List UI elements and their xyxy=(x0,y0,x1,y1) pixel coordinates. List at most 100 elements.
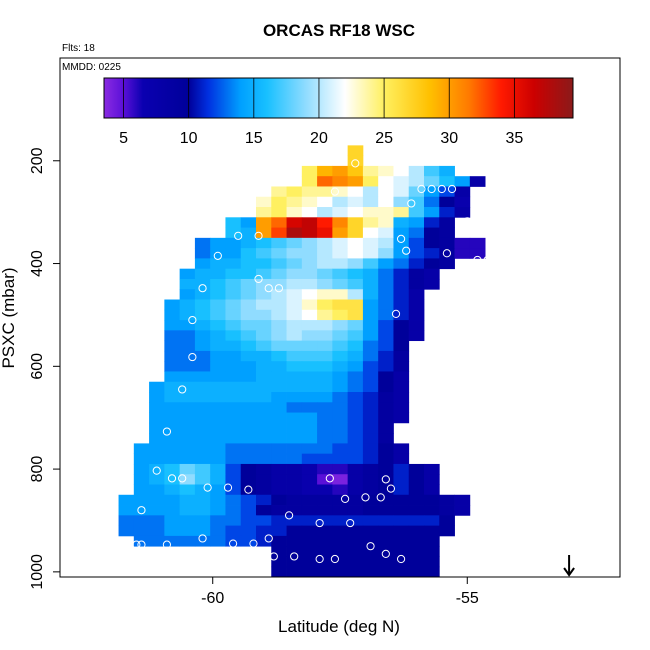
heatmap-cell xyxy=(194,463,211,475)
heatmap-cell xyxy=(301,176,318,187)
heatmap-cell xyxy=(210,515,226,527)
heatmap-cell xyxy=(210,392,226,403)
heatmap-cell xyxy=(362,494,379,506)
flight-point xyxy=(284,511,294,520)
heatmap-cell xyxy=(393,309,410,321)
heatmap-cell xyxy=(210,330,226,342)
heatmap-cell xyxy=(362,443,379,455)
heatmap-cell xyxy=(164,371,181,383)
heatmap-cell xyxy=(179,494,196,506)
heatmap-cell xyxy=(317,309,333,321)
heatmap-cell xyxy=(347,207,364,218)
heatmap-cell xyxy=(317,278,333,290)
heatmap-cell xyxy=(439,186,455,198)
heatmap-cell xyxy=(271,433,287,444)
flight-point xyxy=(381,549,390,558)
heatmap-cell xyxy=(240,268,257,280)
heatmap-cell xyxy=(225,422,242,434)
heatmap-cell xyxy=(210,248,226,259)
heatmap-cell xyxy=(194,484,211,496)
heatmap-cell xyxy=(271,320,287,331)
heatmap-cell xyxy=(347,515,364,527)
heatmap-cell xyxy=(194,289,211,300)
heatmap-cell xyxy=(225,463,242,475)
heatmap-cell xyxy=(317,350,333,362)
x-axis-label: Latitude (deg N) xyxy=(278,617,400,636)
heatmap-cell xyxy=(408,217,425,228)
heatmap-cell xyxy=(286,422,303,434)
flight-point xyxy=(152,466,161,475)
heatmap-cell xyxy=(393,546,410,557)
y-tick-label: 200 xyxy=(29,147,46,174)
heatmap-cell xyxy=(393,196,410,208)
heatmap-cell xyxy=(332,525,349,537)
heatmap-cell xyxy=(378,176,394,187)
heatmap-cell xyxy=(424,248,440,259)
flight-point xyxy=(290,552,299,561)
heatmap-cell xyxy=(347,525,364,537)
flight-point xyxy=(223,483,233,492)
heatmap-cell xyxy=(347,566,364,578)
heatmap-cell xyxy=(301,340,318,352)
heatmap-cell xyxy=(408,237,425,249)
flight-point xyxy=(198,284,207,293)
heatmap-cell xyxy=(225,268,242,280)
heatmap-cell xyxy=(240,433,257,444)
heatmap-cell xyxy=(225,330,242,342)
heatmap-cell xyxy=(240,422,257,434)
heatmap-cell xyxy=(393,566,410,578)
heatmap-cell xyxy=(225,443,242,455)
heatmap-cell xyxy=(133,453,150,465)
heatmap-cell xyxy=(240,237,257,249)
heatmap-cell xyxy=(362,535,379,547)
heatmap-cell xyxy=(378,227,394,239)
heatmap-cell xyxy=(378,350,394,362)
heatmap-cell xyxy=(271,515,287,527)
heatmap-cell xyxy=(225,494,242,506)
heatmap-cell xyxy=(378,330,394,342)
heatmap-cell xyxy=(118,494,135,506)
heatmap-cell xyxy=(393,453,410,465)
heatmap-cell xyxy=(286,227,303,239)
heatmap-cell xyxy=(179,268,196,280)
heatmap-cell xyxy=(286,309,303,321)
heatmap-cell xyxy=(408,309,425,321)
heatmap-cell xyxy=(286,505,303,516)
heatmap-cell xyxy=(194,535,211,547)
heatmap-cell xyxy=(225,299,242,311)
heatmap-cell xyxy=(408,474,425,485)
heatmap-cell xyxy=(225,392,242,403)
heatmap-cell xyxy=(149,484,165,496)
heatmap-cell xyxy=(347,320,364,331)
heatmap-cell xyxy=(301,535,318,547)
heatmap-cell xyxy=(317,186,333,198)
heatmap-cell xyxy=(179,422,196,434)
heatmap-cell xyxy=(424,165,440,177)
heatmap-cell xyxy=(317,340,333,352)
heatmap-cell xyxy=(286,474,303,485)
heatmap-cell xyxy=(332,412,349,424)
heatmap-cell xyxy=(194,299,211,311)
heatmap-cell xyxy=(271,556,287,568)
heatmap-cell xyxy=(256,350,272,362)
heatmap-cell xyxy=(347,494,364,506)
heatmap-cell xyxy=(225,340,242,352)
heatmap-cell xyxy=(393,248,410,259)
heatmap-cell xyxy=(317,165,333,177)
heatmap-cell xyxy=(332,320,349,331)
flight-point xyxy=(503,255,513,265)
colorbar-tick-label: 20 xyxy=(310,130,328,147)
heatmap-cell xyxy=(164,392,181,403)
heatmap-cell xyxy=(393,299,410,311)
heatmap-cell xyxy=(317,268,333,280)
heatmap-cell xyxy=(240,350,257,362)
heatmap-cell xyxy=(408,278,425,290)
heatmap-cell xyxy=(286,248,303,259)
heatmap-cell xyxy=(378,299,394,311)
heatmap-cell xyxy=(210,453,226,465)
heatmap-cell xyxy=(210,381,226,393)
heatmap-cell xyxy=(332,535,349,547)
flight-point xyxy=(386,484,396,493)
heatmap-cell xyxy=(256,402,272,413)
heatmap-cell xyxy=(301,515,318,527)
